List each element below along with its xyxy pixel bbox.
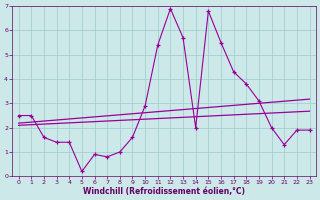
X-axis label: Windchill (Refroidissement éolien,°C): Windchill (Refroidissement éolien,°C) bbox=[83, 187, 245, 196]
